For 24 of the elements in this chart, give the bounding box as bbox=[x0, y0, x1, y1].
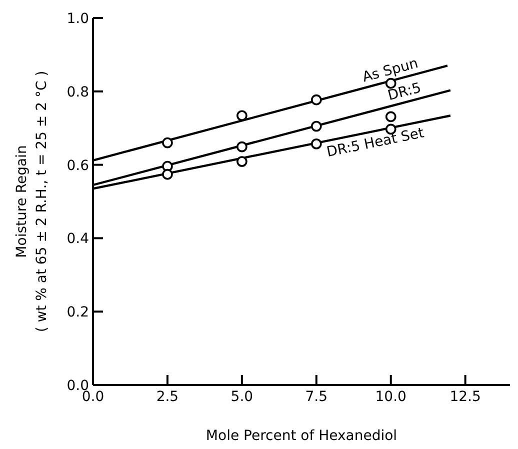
y-tick-label: 1.0 bbox=[66, 10, 89, 27]
x-tick-label: 5.0 bbox=[230, 388, 254, 405]
x-tick-label: 10.0 bbox=[375, 388, 406, 405]
y-tick-label: 0.8 bbox=[66, 84, 89, 100]
point bbox=[162, 168, 173, 180]
y-tick-label: 0.4 bbox=[66, 231, 90, 248]
point bbox=[385, 124, 396, 135]
y-axis-title: Moisture Regain ( wt % at 65 ± 2 R.H., t = 25 ± 2 °C ) bbox=[14, 70, 50, 332]
text: DR:5 bbox=[386, 80, 423, 104]
point bbox=[385, 111, 396, 122]
point bbox=[236, 156, 248, 167]
point bbox=[162, 137, 173, 148]
point bbox=[310, 94, 322, 106]
text: DR:5 Heat Set bbox=[325, 125, 426, 161]
x-tick-label: 7.5 bbox=[305, 388, 328, 405]
x-tick-label: 2.5 bbox=[156, 388, 179, 405]
point bbox=[310, 138, 322, 150]
point bbox=[236, 141, 248, 152]
point bbox=[310, 120, 322, 132]
x-axis-title: Mole Percent of Hexanediol bbox=[206, 428, 398, 444]
y-tick-label: 0.2 bbox=[66, 304, 89, 321]
y-tick-label: 0.6 bbox=[66, 158, 90, 174]
x-tick-label: 12.5 bbox=[450, 388, 481, 405]
point bbox=[236, 110, 248, 122]
